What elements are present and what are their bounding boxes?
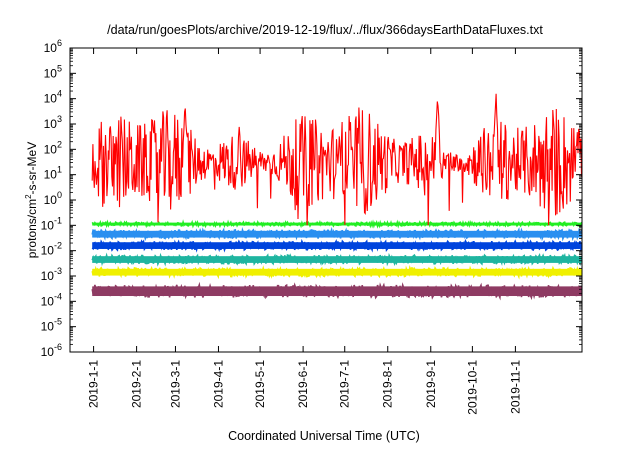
x-tick-label: 2019-6-1: [296, 360, 310, 408]
y-tick-label: 101: [44, 165, 62, 182]
x-tick-label: 2019-11-1: [508, 360, 522, 414]
series-line-5: [91, 226, 582, 242]
y-axis-label-base: protons/cm: [25, 199, 39, 258]
y-tick-label: 105: [44, 63, 62, 80]
y-tick-label: 106: [44, 38, 62, 55]
x-tick-label: 2019-8-1: [381, 360, 395, 408]
series-band-6: [92, 222, 582, 226]
x-tick-label: 2019-4-1: [211, 360, 225, 408]
y-axis-label: protons/cm2-s-sr-MeV: [24, 142, 39, 258]
x-tick-label: 2019-1-1: [87, 360, 101, 408]
y-axis-label-rest: -s-sr-MeV: [25, 142, 39, 195]
series-line-4: [91, 238, 582, 253]
y-tick-label: 10-4: [41, 291, 62, 308]
plot-frame: [69, 47, 583, 353]
y-tick-label: 103: [44, 114, 62, 131]
x-tick-label: 2019-3-1: [168, 360, 182, 408]
x-axis: 2019-1-1 2019-2-1 2019-3-1 2019-4-1 2019-5-1…: [87, 48, 522, 415]
y-tick-label: 102: [44, 139, 62, 156]
x-tick-label: 2019-5-1: [253, 360, 267, 408]
series-layer: [91, 93, 582, 301]
y-tick-label: 104: [44, 89, 62, 106]
series-line-3: [91, 252, 582, 267]
y-tick-label: 10-1: [41, 215, 62, 232]
x-axis-label: Coordinated Universal Time (UTC): [228, 429, 420, 443]
y-tick-label: 10-2: [41, 241, 62, 258]
y-tick-label: 100: [44, 190, 62, 207]
x-tick-label: 2019-7-1: [338, 360, 352, 408]
y-axis: 10-6 10-5 10-4 10-3 10-2 10-1 100 101 102 103 104 1…: [41, 38, 582, 359]
series-line-7: [91, 93, 582, 226]
series-line-6: [91, 219, 582, 229]
x-tick-label: 2019-2-1: [130, 360, 144, 408]
x-tick-label: 2019-10-1: [465, 360, 479, 415]
y-axis-label-sup: 2: [24, 194, 33, 199]
y-tick-label: 10-3: [41, 266, 62, 283]
series-line-2: [91, 265, 582, 280]
series-line-1: [91, 281, 582, 301]
x-tick-label: 2019-9-1: [424, 360, 438, 408]
chart-title: /data/run/goesPlots/archive/2019-12-19/f…: [107, 23, 543, 37]
y-tick-label: 10-5: [41, 317, 62, 334]
y-tick-label: 10-6: [41, 342, 62, 359]
